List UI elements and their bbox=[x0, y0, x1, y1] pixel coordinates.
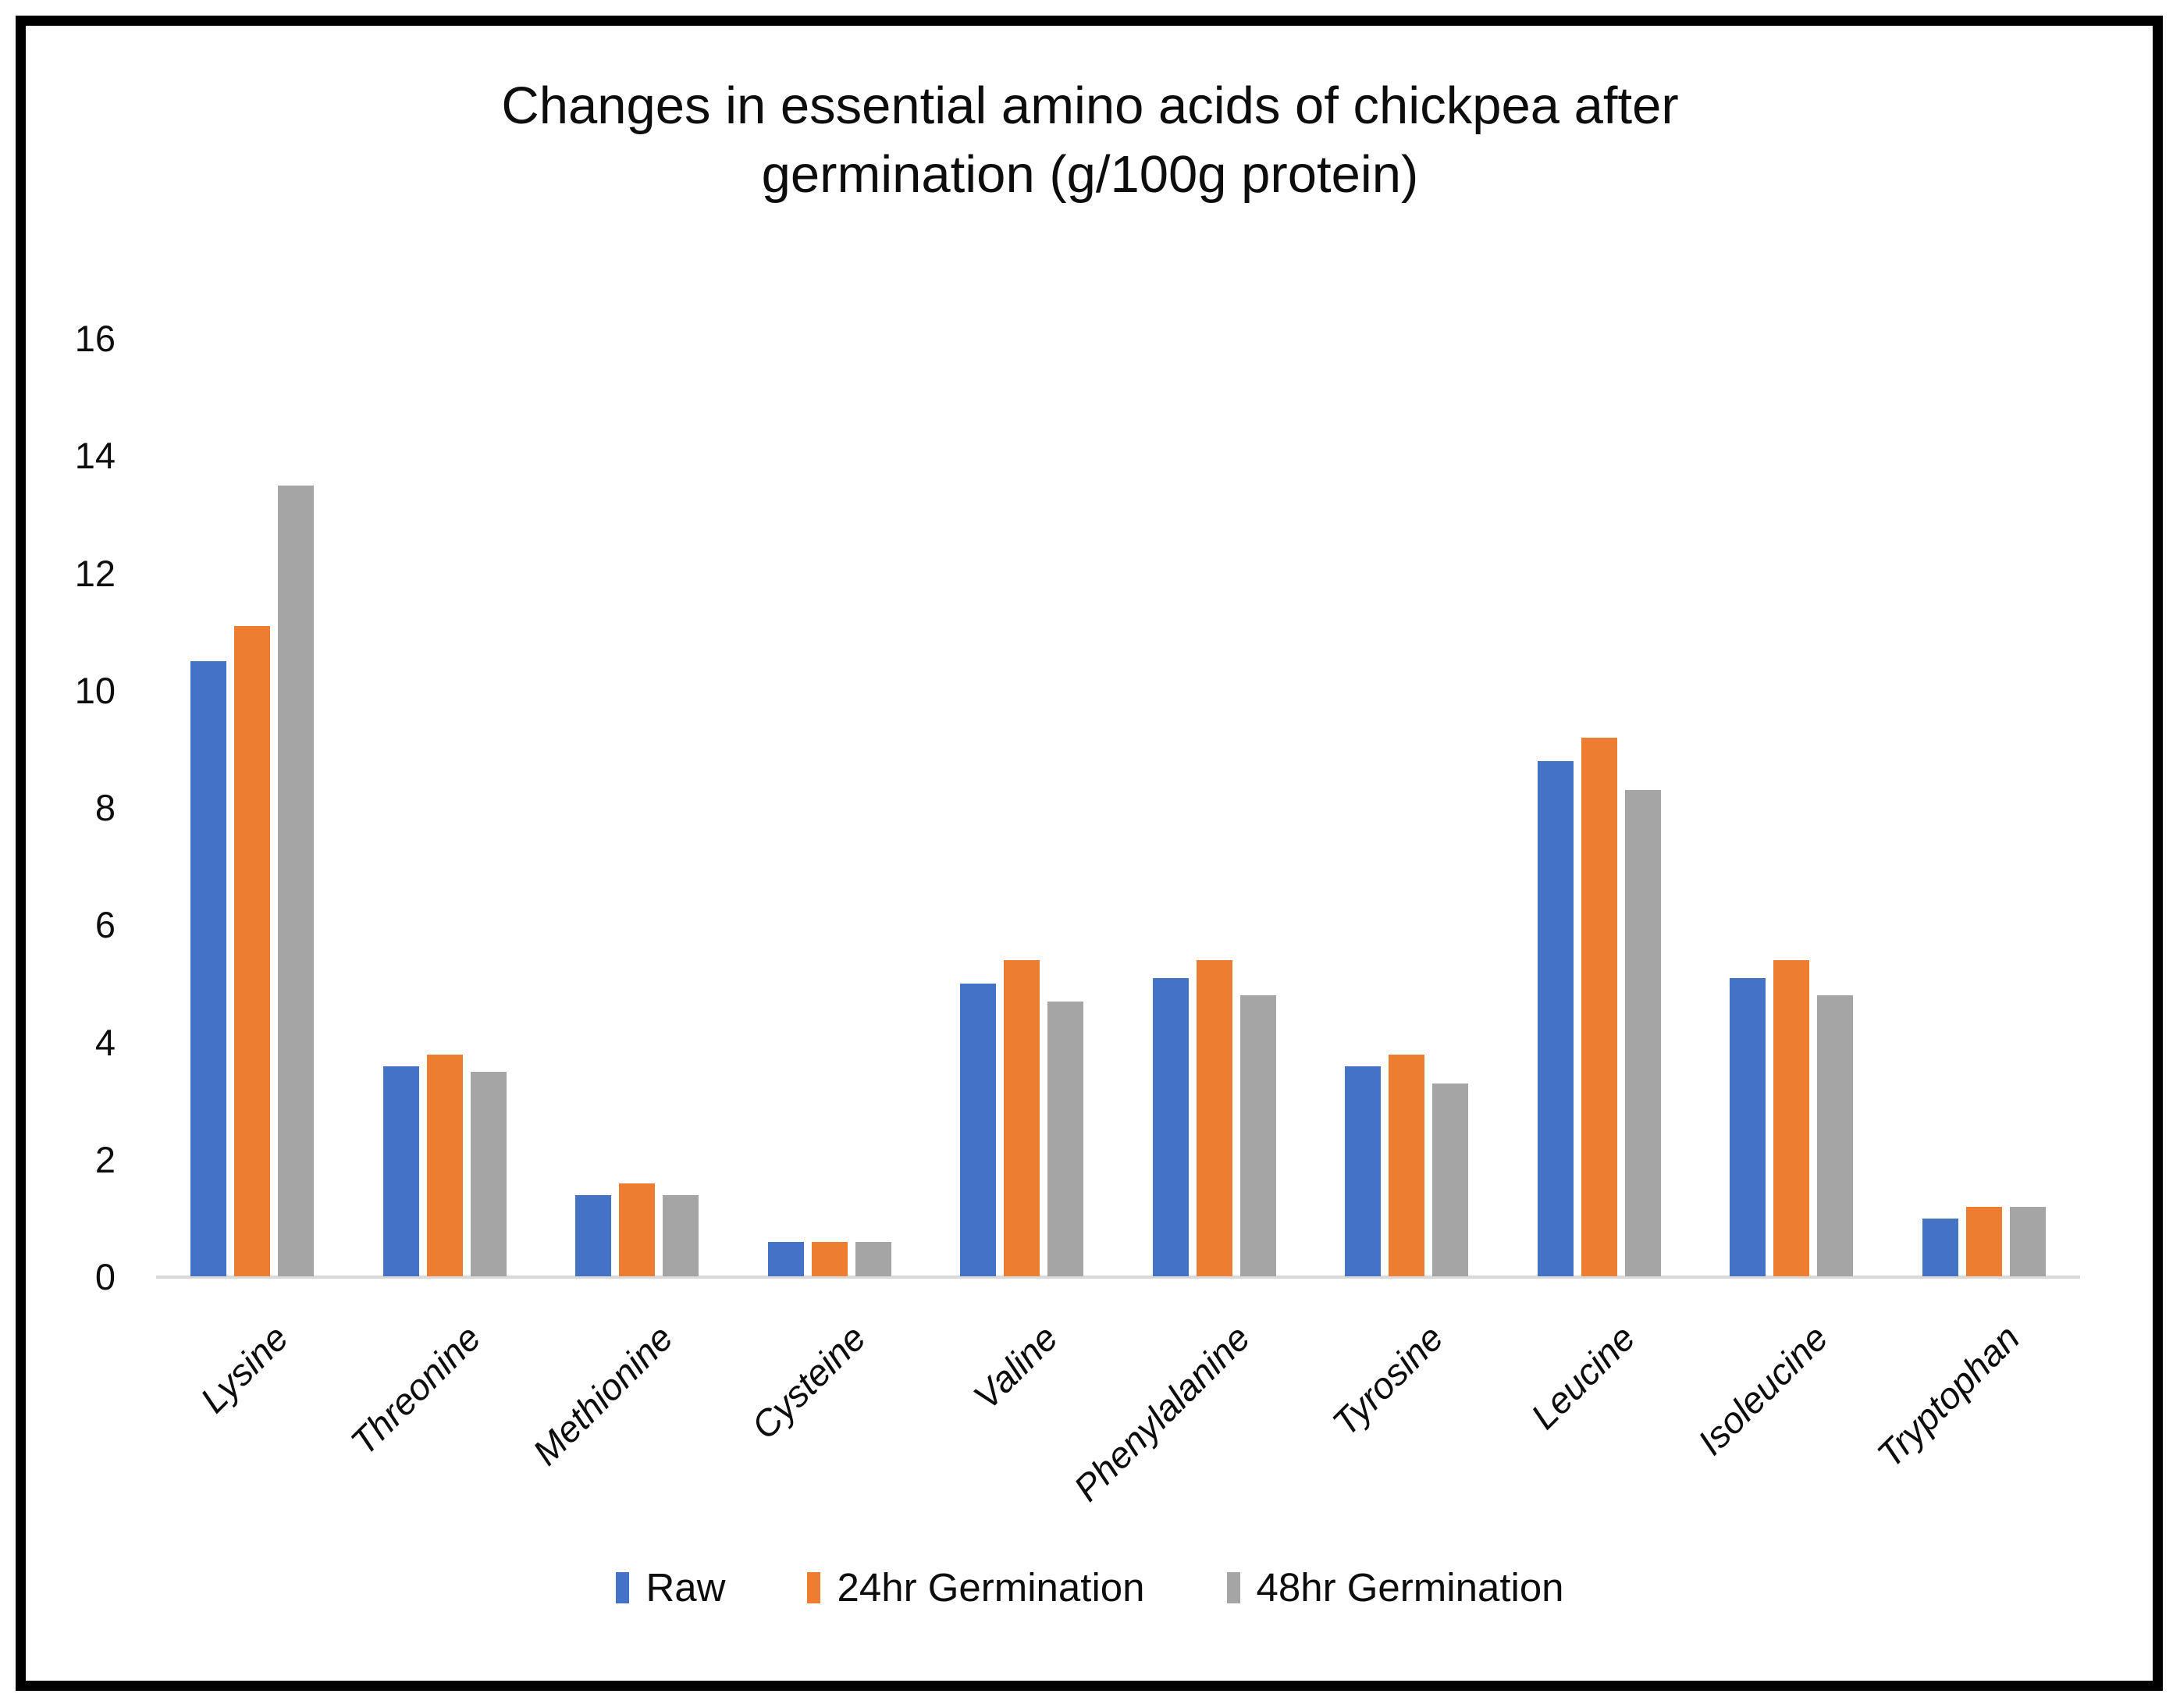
legend-item-raw: Raw bbox=[616, 1567, 725, 1607]
bar-48hr-germination-phenylalanine bbox=[1239, 995, 1276, 1276]
y-axis-tick-label-10: 10 bbox=[74, 669, 116, 711]
y-axis-tick-label-0: 0 bbox=[94, 1256, 116, 1297]
chart-border-frame bbox=[16, 16, 2163, 1691]
bar-48hr-germination-tryptophan bbox=[2009, 1206, 2046, 1276]
bar-48hr-germination-valine bbox=[1047, 1001, 1084, 1276]
bar-24hr-germination-tryptophan bbox=[1965, 1206, 2002, 1276]
bar-raw-leucine bbox=[1537, 760, 1574, 1276]
bar-raw-tryptophan bbox=[1922, 1218, 1958, 1276]
bar-24hr-germination-methionine bbox=[619, 1183, 656, 1276]
legend-item-48hr-germination: 48hr Germination bbox=[1226, 1565, 1564, 1610]
bar-48hr-germination-isoleucine bbox=[1817, 995, 1854, 1276]
legend-swatch-48hr-germination bbox=[1226, 1571, 1240, 1603]
legend-item-24hr-germination: 24hr Germination bbox=[807, 1565, 1145, 1610]
bar-48hr-germination-cysteine bbox=[855, 1241, 891, 1276]
legend-label-raw: Raw bbox=[645, 1565, 726, 1610]
bar-raw-tyrosine bbox=[1345, 1066, 1382, 1276]
bar-raw-valine bbox=[960, 984, 997, 1276]
bar-24hr-germination-cysteine bbox=[811, 1241, 848, 1276]
bar-24hr-germination-tyrosine bbox=[1389, 1054, 1425, 1276]
legend: Raw 24hr Germination 48hr Germination bbox=[0, 1567, 2180, 1607]
bar-24hr-germination-isoleucine bbox=[1773, 960, 1810, 1276]
y-axis-tick-label-2: 2 bbox=[94, 1138, 116, 1180]
bar-raw-cysteine bbox=[767, 1241, 804, 1276]
bar-24hr-germination-valine bbox=[1004, 960, 1040, 1276]
bar-48hr-germination-lysine bbox=[278, 485, 315, 1276]
bar-24hr-germination-threonine bbox=[426, 1054, 463, 1276]
y-axis-tick-label-6: 6 bbox=[94, 904, 116, 946]
y-axis-tick-label-14: 14 bbox=[74, 435, 116, 477]
bar-raw-threonine bbox=[382, 1066, 419, 1276]
legend-label-24hr-germination: 24hr Germination bbox=[837, 1565, 1145, 1610]
x-axis-line bbox=[156, 1276, 2080, 1279]
legend-swatch-24hr-germination bbox=[807, 1571, 821, 1603]
y-axis-tick-label-8: 8 bbox=[94, 787, 116, 828]
legend-label-48hr-germination: 48hr Germination bbox=[1256, 1565, 1564, 1610]
bar-raw-isoleucine bbox=[1730, 977, 1766, 1276]
bar-raw-methionine bbox=[575, 1194, 612, 1276]
bar-48hr-germination-tyrosine bbox=[1432, 1084, 1469, 1276]
bar-raw-lysine bbox=[190, 661, 227, 1276]
bar-24hr-germination-leucine bbox=[1581, 737, 1617, 1276]
legend-swatch-raw bbox=[616, 1571, 630, 1603]
bar-raw-phenylalanine bbox=[1152, 977, 1189, 1276]
bar-24hr-germination-phenylalanine bbox=[1196, 960, 1232, 1276]
chart-title-line-2: germination (g/100g protein) bbox=[761, 145, 1419, 205]
bar-48hr-germination-methionine bbox=[663, 1194, 699, 1276]
bar-48hr-germination-threonine bbox=[470, 1072, 507, 1276]
y-axis-tick-label-16: 16 bbox=[74, 318, 116, 359]
bar-48hr-germination-leucine bbox=[1624, 790, 1661, 1276]
chart-title: Changes in essential amino acids of chic… bbox=[0, 72, 2180, 210]
y-axis-tick-label-4: 4 bbox=[94, 1021, 116, 1063]
bar-24hr-germination-lysine bbox=[234, 626, 271, 1276]
chart-title-line-1: Changes in essential amino acids of chic… bbox=[501, 77, 1679, 135]
y-axis-tick-label-12: 12 bbox=[74, 552, 116, 594]
